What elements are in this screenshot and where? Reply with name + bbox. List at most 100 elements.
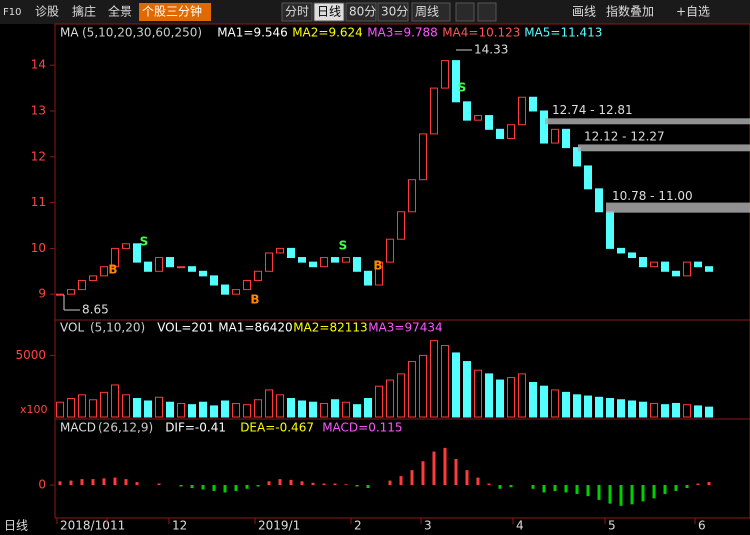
signal: S (140, 235, 149, 249)
volume-bar (672, 402, 680, 418)
volume-bar (639, 401, 647, 418)
volume-bar (386, 379, 394, 418)
x-tick-label: 6 (698, 519, 706, 533)
toolbar-button[interactable]: +自选 (676, 5, 710, 19)
volume-bar (155, 396, 163, 418)
period-tab[interactable] (377, 2, 409, 22)
volume-bar (144, 400, 152, 418)
candle (210, 275, 218, 286)
candle (474, 115, 482, 121)
volume-bar (441, 345, 449, 418)
candle (155, 257, 163, 272)
volume-bar (298, 400, 306, 418)
volume-bar (397, 373, 405, 418)
indicator-name[interactable]: MACD (60, 421, 96, 435)
candle (408, 179, 416, 213)
signal: B (108, 263, 117, 277)
period-tab-label[interactable]: 周线 (415, 5, 439, 19)
candle (254, 270, 262, 281)
candle (573, 147, 581, 167)
indicator-value: DEA=-0.467 (240, 421, 314, 435)
candle (441, 60, 449, 89)
candle (672, 270, 680, 277)
volume-bar (485, 373, 493, 418)
candle (122, 243, 130, 249)
volume-bar (628, 400, 636, 418)
toolbar-button[interactable]: 画线 (572, 5, 596, 19)
volume-bar (518, 373, 526, 418)
volume-bar (551, 389, 559, 418)
x-tick-label: 5 (608, 519, 616, 533)
volume-bar (562, 391, 570, 418)
volume-bar (78, 394, 86, 418)
price-zone-label: 12.12 - 12.27 (584, 129, 665, 143)
zoom-in[interactable] (477, 2, 497, 22)
toolbar-button[interactable]: 指数叠加 (606, 4, 654, 19)
volume-bar (353, 404, 361, 418)
zoom-out[interactable] (455, 2, 475, 22)
y-tick-label: 0 (38, 478, 46, 492)
period-tab[interactable] (411, 2, 451, 22)
period-tab[interactable] (313, 2, 345, 22)
price-zone (545, 118, 750, 125)
candle (386, 238, 394, 263)
toolbar-highlight[interactable]: 个股三分钟 (142, 4, 202, 19)
volume-bar (705, 406, 713, 418)
signal: B (250, 293, 259, 307)
y-tick-label: 11 (31, 195, 46, 209)
toolbar-button[interactable]: F10 (3, 7, 21, 18)
indicator-name[interactable]: VOL (60, 321, 84, 335)
y-tick-label: 13 (31, 103, 46, 117)
candle (617, 247, 625, 254)
y-tick-label: 14 (31, 58, 46, 72)
volume-bar (254, 399, 262, 418)
candle (375, 261, 383, 286)
toolbar-button[interactable]: 全景 (108, 4, 132, 19)
indicator-value: MA3=9.788 (367, 26, 438, 40)
volume-bar (342, 401, 350, 418)
period-tab-label[interactable]: 日线 (317, 5, 341, 19)
candle (232, 289, 240, 295)
period-tab[interactable] (345, 2, 377, 22)
candle (661, 261, 669, 272)
price-zone (606, 202, 750, 213)
price-zone-label: 10.78 - 11.00 (612, 189, 693, 203)
period-tab-label[interactable]: 30分 (381, 5, 408, 19)
candle (243, 279, 251, 291)
candle (452, 60, 460, 103)
candle (78, 279, 86, 291)
candle (650, 261, 658, 268)
candle (683, 261, 691, 277)
y-tick-label: 5000 (15, 348, 46, 362)
low-annotation: 8.65 (82, 303, 109, 317)
candle (496, 128, 504, 139)
volume-bar (540, 385, 548, 418)
volume-bar (56, 401, 64, 418)
price-zone-label: 12.74 - 12.81 (552, 103, 633, 117)
candle (551, 128, 559, 144)
candle (694, 261, 702, 268)
volume-bar (452, 352, 460, 418)
volume-bar (419, 354, 427, 418)
candle (166, 257, 174, 268)
candle (540, 110, 548, 144)
indicator-name[interactable]: MA (60, 26, 79, 40)
volume-bar (199, 401, 207, 418)
y-tick-label: 10 (31, 241, 46, 255)
candle (309, 261, 317, 268)
toolbar-button[interactable]: 诊股 (35, 5, 59, 19)
volume-bar (661, 404, 669, 418)
candle (298, 257, 306, 263)
period-tab[interactable] (281, 2, 313, 22)
volume-bar (331, 399, 339, 418)
candle (342, 257, 350, 263)
period-tab-label[interactable]: 分时 (285, 5, 309, 19)
candle (529, 96, 537, 112)
volume-bar (606, 398, 614, 418)
period-tab-label[interactable]: 80分 (349, 5, 376, 19)
panel-frame (54, 418, 750, 519)
period-label[interactable]: 日线 (4, 519, 28, 533)
toolbar-button[interactable]: 擒庄 (72, 4, 96, 19)
candle (133, 243, 141, 263)
